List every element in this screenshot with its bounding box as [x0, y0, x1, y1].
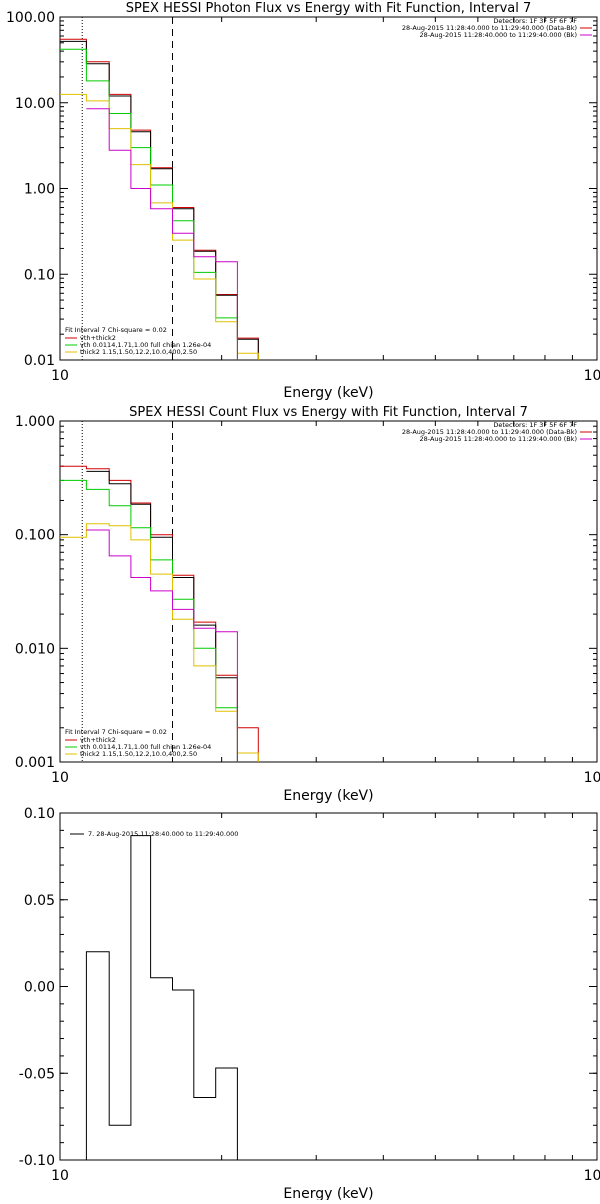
fit-info-0: Fit Interval 7 Chi-square = 0.02	[65, 326, 167, 334]
x-tick-label-0-1: 100	[584, 368, 600, 384]
x-tick-label-2-0: 10	[51, 1168, 69, 1184]
y-tick-label-2-3: -0.05	[19, 1066, 55, 1082]
y-tick-label-2-0: 0.10	[24, 806, 55, 822]
legend-bottom-label-1-1: vth 0.0114,1.71,1.00 full chian 1.26e-04	[80, 743, 211, 751]
y-tick-label-1-1: 0.100	[15, 528, 55, 544]
legend-top-label-0-2: 28-Aug-2015 11:28:40.000 to 11:29:40.000…	[420, 31, 577, 39]
legend-bottom-label-0-0: vth+thick2	[80, 334, 116, 342]
legend-bottom-label-1-0: vth+thick2	[80, 736, 116, 744]
legend-top-label-1-2: 28-Aug-2015 11:28:40.000 to 11:29:40.000…	[420, 435, 577, 443]
y-tick-label-2-2: 0.00	[24, 980, 55, 996]
chart-title-1: SPEX HESSI Count Flux vs Energy with Fit…	[129, 405, 528, 420]
y-tick-label-0-2: 1.00	[24, 182, 55, 198]
x-axis-label-1: Energy (keV)	[283, 788, 373, 804]
legend-bottom-label-0-2: thick2 1.15,1.50,12.2,10.0,400,2.50	[80, 348, 197, 356]
chart-title-0: SPEX HESSI Photon Flux vs Energy with Fi…	[126, 1, 532, 16]
y-tick-label-0-0: 100.00	[6, 10, 55, 26]
y-tick-label-0-4: 0.01	[24, 353, 55, 369]
legend-top-label-1-0: Detectors: 1F 3F 5F 6F 7F	[493, 421, 577, 429]
y-tick-label-0-1: 10.00	[15, 96, 55, 112]
x-tick-label-1-1: 100	[584, 770, 600, 786]
fit-info-1: Fit Interval 7 Chi-square = 0.02	[65, 728, 167, 736]
series-line-2-0	[85, 835, 238, 1160]
y-tick-label-1-2: 0.010	[15, 641, 55, 657]
y-tick-label-1-3: 0.001	[15, 755, 55, 771]
y-tick-label-2-4: -0.10	[19, 1153, 55, 1169]
legend-top-label-0-1: 28-Aug-2015 11:28:40.000 to 11:29:40.000…	[402, 24, 577, 32]
x-axis-label-2: Energy (keV)	[283, 1186, 373, 1200]
y-tick-label-1-0: 1.000	[15, 414, 55, 430]
y-tick-label-0-3: 0.10	[24, 267, 55, 283]
legend-top-label-1-1: 28-Aug-2015 11:28:40.000 to 11:29:40.000…	[402, 428, 577, 436]
x-tick-label-0-0: 10	[51, 368, 69, 384]
x-tick-label-1-0: 10	[51, 770, 69, 786]
legend-label-residual: 7. 28-Aug-2015 11:28:40.000 to 11:29:40.…	[88, 830, 238, 838]
series-line-1-4	[86, 529, 238, 762]
y-tick-label-2-1: 0.05	[24, 893, 55, 909]
legend-bottom-label-1-2: thick2 1.15,1.50,12.2,10.0,400,2.50	[80, 750, 197, 758]
legend-top-label-0-0: Detectors: 1F 3F 5F 6F 7F	[493, 17, 577, 25]
x-tick-label-2-1: 100	[584, 1168, 600, 1184]
x-axis-label-0: Energy (keV)	[283, 385, 373, 401]
plot-frame-1	[59, 420, 598, 763]
series-line-0-4	[86, 108, 238, 360]
legend-bottom-label-0-1: vth 0.0114,1.71,1.00 full chian 1.26e-04	[80, 341, 211, 349]
